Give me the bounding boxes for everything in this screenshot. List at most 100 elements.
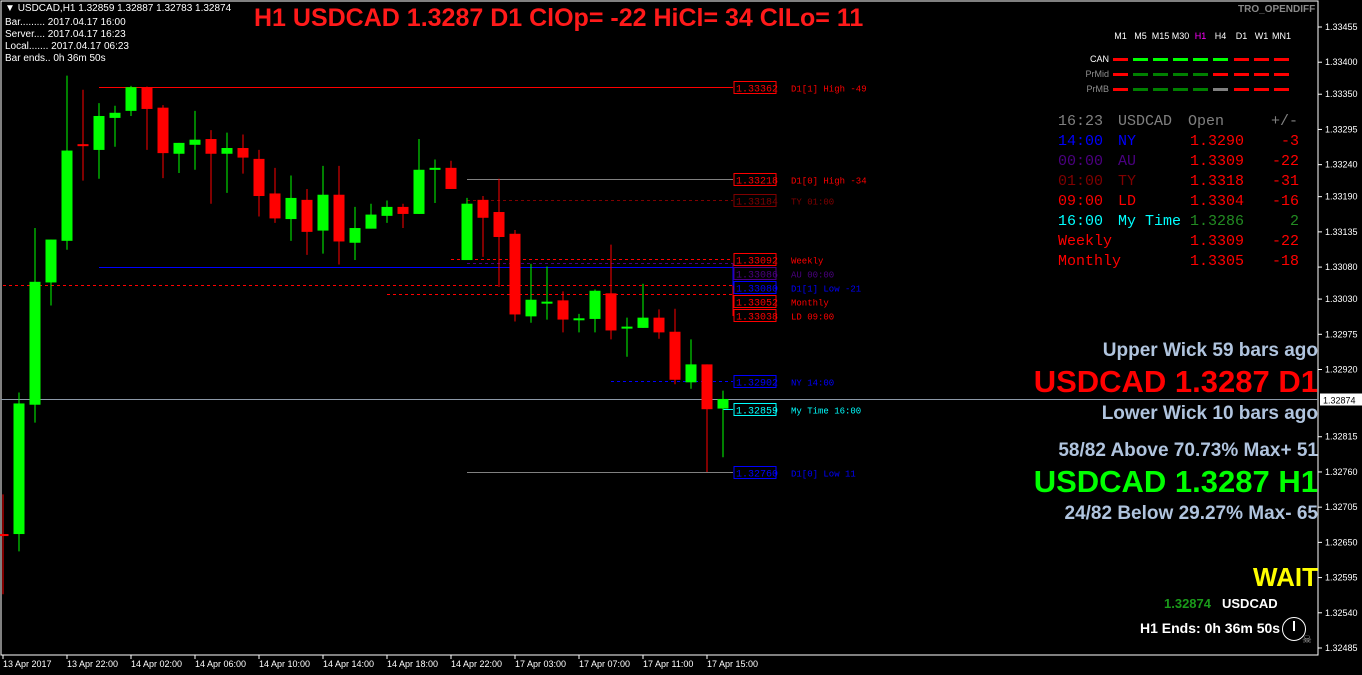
level-price: 1.33038: [736, 313, 778, 324]
trend-dash: [1254, 58, 1269, 61]
candle-body: [573, 318, 585, 321]
row-name: LD: [1118, 193, 1137, 210]
price-tick-label: 1.33135: [1325, 227, 1358, 237]
candle-body: [413, 169, 425, 214]
symbol-ohlc: USDCAD,H1 1.32859 1.32887 1.32783 1.3287…: [17, 3, 232, 14]
row-diff: 2: [1289, 213, 1299, 230]
candle-body: [429, 167, 441, 170]
candle-body: [701, 364, 713, 410]
price-tick-label: 1.32975: [1325, 329, 1358, 339]
price-tick-label: 1.32595: [1325, 573, 1358, 583]
timeframe-m30[interactable]: M30: [1171, 31, 1190, 41]
price-tick-label: 1.32920: [1325, 365, 1358, 375]
candle-body: [317, 194, 329, 231]
trend-dash: [1173, 58, 1188, 61]
row-diff: -16: [1271, 193, 1299, 210]
row-diff: -31: [1271, 173, 1299, 190]
trend-dash: [1133, 88, 1148, 91]
candle-body: [0, 534, 9, 537]
matrix-row-label: CAN: [1089, 54, 1109, 64]
row-name: TY: [1118, 173, 1137, 190]
candle-body: [349, 228, 361, 243]
level-price-box: [733, 81, 777, 94]
level-label: TY 01:00: [791, 198, 834, 208]
candle-body: [397, 206, 409, 214]
candle-body: [605, 293, 617, 331]
candle-body: [493, 212, 505, 237]
trend-dash: [1173, 88, 1188, 91]
trend-dash: [1213, 58, 1228, 61]
level-price-box: [733, 309, 777, 322]
trend-dash: [1274, 88, 1289, 91]
candle-body: [285, 197, 297, 220]
trend-dash: [1153, 58, 1168, 61]
level-price-box: [733, 194, 777, 207]
timeframe-h1[interactable]: H1: [1194, 31, 1207, 41]
row-open: 1.3309: [1190, 153, 1245, 170]
table-header-diff: +/-: [1270, 113, 1298, 130]
price-tick-label: 1.32705: [1325, 502, 1358, 512]
level-label: D1[1] High -49: [791, 85, 867, 95]
price-tick-label: 1.32540: [1325, 608, 1358, 618]
trend-dash: [1113, 88, 1128, 91]
level-price-box: [733, 281, 777, 294]
level-price-box: [733, 403, 777, 416]
matrix-row-label: PrMid: [1085, 69, 1109, 79]
chart-title: H1 USDCAD 1.3287 D1 ClOp= -22 HiCl= 34 C…: [254, 4, 864, 32]
level-price: 1.33052: [736, 299, 778, 310]
candle-body: [509, 233, 521, 315]
matrix-row-label: PrMB: [1086, 84, 1110, 94]
row-open: 1.3318: [1190, 173, 1245, 190]
table-header-time: 16:23: [1058, 113, 1104, 130]
level-price-box: [733, 466, 777, 479]
local-time: Local....... 2017.04.17 06:23: [5, 41, 129, 52]
timeframe-d1[interactable]: D1: [1235, 31, 1248, 41]
candle-body: [221, 147, 233, 154]
trend-dash: [1133, 73, 1148, 76]
candle-body: [445, 167, 457, 189]
candle-body: [77, 144, 89, 147]
timeframe-mn1[interactable]: MN1: [1271, 31, 1291, 41]
level-label: D1[0] High -34: [791, 177, 867, 187]
level-price: 1.32760: [736, 470, 778, 481]
candle-body: [669, 331, 681, 380]
symbol-label: USDCAD: [1222, 596, 1278, 611]
timeframe-w1[interactable]: W1: [1254, 31, 1269, 41]
trend-dash: [1274, 58, 1289, 61]
collapse-triangle-icon[interactable]: ▼: [5, 3, 15, 14]
row-time: 01:00: [1058, 173, 1104, 190]
price-tick-label: 1.32650: [1325, 537, 1358, 547]
time-tick-label: 14 Apr 10:00: [259, 659, 310, 669]
level-label: D1[0] Low 11: [791, 470, 856, 480]
level-price-box: [733, 253, 777, 266]
trend-dash: [1254, 73, 1269, 76]
price-tick-label: 1.32485: [1325, 643, 1358, 653]
candle-body: [237, 147, 249, 158]
bid-price: 1.32874: [1164, 596, 1211, 611]
row-diff: -3: [1280, 133, 1299, 150]
price-tick-label: 1.33080: [1325, 262, 1358, 272]
row-time: 14:00: [1058, 133, 1104, 150]
time-tick-label: 14 Apr 18:00: [387, 659, 438, 669]
clock-icon: [1282, 617, 1306, 641]
row-name: My Time: [1118, 213, 1182, 230]
row-open: 1.3286: [1190, 213, 1245, 230]
candle-body: [125, 87, 137, 111]
row-name: Weekly: [1058, 233, 1113, 250]
level-price: 1.33218: [736, 177, 778, 188]
row-open: 1.3305: [1190, 253, 1245, 270]
timeframe-m5[interactable]: M5: [1134, 31, 1147, 41]
level-label: My Time 16:00: [791, 407, 861, 417]
timeframe-m15[interactable]: M15: [1151, 31, 1170, 41]
level-label: Monthly: [791, 299, 829, 309]
level-label: LD 09:00: [791, 313, 834, 323]
level-label: NY 14:00: [791, 379, 834, 389]
timeframe-h4[interactable]: H4: [1214, 31, 1227, 41]
timeframe-m1[interactable]: M1: [1114, 31, 1127, 41]
upper-wick-text: Upper Wick 59 bars ago: [1102, 340, 1318, 361]
level-price: 1.33086: [736, 271, 778, 282]
time-tick-label: 14 Apr 02:00: [131, 659, 182, 669]
trend-dash: [1133, 58, 1148, 61]
lower-wick-text: Lower Wick 10 bars ago: [1101, 403, 1318, 424]
